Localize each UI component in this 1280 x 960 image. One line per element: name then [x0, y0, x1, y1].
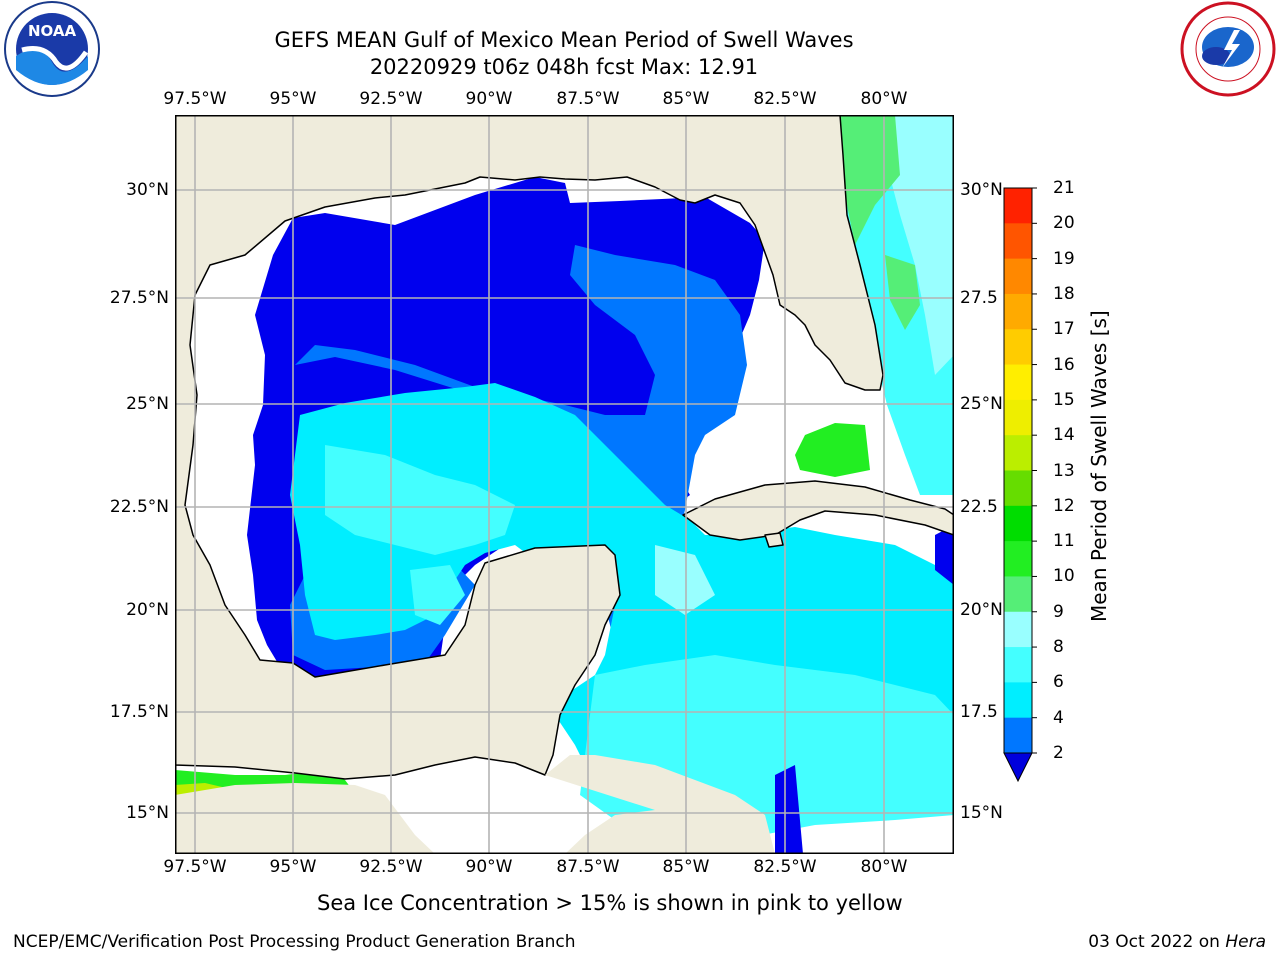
colorbar-level-label: 12: [1053, 495, 1075, 516]
lon-label-bottom: 95°W: [269, 857, 317, 877]
colorbar-bin: [1004, 364, 1032, 401]
colorbar-level-label: 9: [1053, 601, 1064, 622]
field-10-11s: [840, 115, 920, 330]
colorbar-bin: [1004, 470, 1032, 507]
colorbar-level-label: 21: [1053, 178, 1075, 198]
colorbar-bin: [1004, 717, 1032, 754]
colorbar-under-triangle: [1003, 752, 1033, 783]
chart-title: GEFS MEAN Gulf of Mexico Mean Period of …: [274, 28, 854, 52]
lon-label-bottom: 85°W: [662, 857, 710, 877]
colorbar-bin: [1004, 258, 1032, 295]
lon-label-bottom: 92.5°W: [359, 857, 423, 877]
colorbar-level-label: 10: [1053, 566, 1075, 587]
colorbar-bin: [1004, 505, 1032, 542]
colorbar-level-label: 13: [1053, 460, 1075, 481]
colorbar-level-label: 17: [1053, 319, 1075, 340]
lat-label-right: 15°N: [960, 803, 1003, 823]
lat-label-left: 25°N: [126, 394, 169, 414]
lat-label-right: 20°N: [960, 600, 1003, 620]
field-green-bahamas: [795, 423, 870, 477]
colorbar-level-label: 6: [1053, 672, 1064, 693]
map-panel: [174, 114, 955, 854]
colorbar-level-label: 8: [1053, 637, 1064, 658]
national-weather-service-logo: [1176, 0, 1280, 98]
lon-label-bottom: 90°W: [465, 857, 513, 877]
lat-label-right: 17.5: [960, 702, 998, 722]
colorbar-bin: [1004, 399, 1032, 436]
colorbar-bin: [1004, 223, 1032, 260]
colorbar-bin: [1004, 188, 1032, 224]
lat-label-left: 27.5°N: [109, 288, 169, 308]
lat-label-right: 25°N: [960, 394, 1003, 414]
colorbar-level-label: 18: [1053, 283, 1075, 304]
colorbar: [998, 180, 1038, 790]
footer-date: 03 Oct 2022 on Hera: [1088, 932, 1266, 952]
lat-label-left: 20°N: [126, 600, 169, 620]
colorbar-bin: [1004, 576, 1032, 613]
colorbar-level-label: 11: [1053, 531, 1075, 552]
lon-label-top: 85°W: [662, 89, 710, 109]
colorbar-bin: [1004, 293, 1032, 330]
field-9-10s: [655, 115, 954, 615]
colorbar-level-label: 16: [1053, 354, 1075, 375]
colorbar-bin: [1004, 611, 1032, 648]
colorbar-level-label: 19: [1053, 248, 1075, 269]
lat-label-left: 22.5°N: [109, 497, 169, 517]
map-frame: [175, 115, 954, 854]
footer-machine: Hera: [1225, 932, 1266, 952]
colorbar-level-label: 2: [1053, 743, 1064, 763]
colorbar-level-label: 4: [1053, 707, 1064, 728]
colorbar-level-label: 20: [1053, 213, 1075, 234]
noaa-logo-text: NOAA: [28, 22, 77, 40]
lat-label-right: 22.5: [960, 497, 998, 517]
lat-label-left: 15°N: [126, 803, 169, 823]
field-caribbean-se: [775, 525, 954, 854]
lon-label-top: 90°W: [465, 89, 513, 109]
land-central-america: [175, 755, 775, 854]
footer-credit: NCEP/EMC/Verification Post Processing Pr…: [13, 932, 576, 952]
sea-ice-note: Sea Ice Concentration > 15% is shown in …: [317, 891, 903, 915]
land-isla-juventud: [764, 532, 784, 548]
lon-label-top: 95°W: [269, 89, 317, 109]
colorbar-bin: [1004, 682, 1032, 719]
lon-label-bottom: 97.5°W: [163, 857, 227, 877]
lat-label-right: 30°N: [960, 180, 1003, 200]
lon-label-bottom: 87.5°W: [556, 857, 620, 877]
lat-label-left: 30°N: [126, 180, 169, 200]
colorbar-bin: [1004, 435, 1032, 471]
lon-label-bottom: 82.5°W: [753, 857, 817, 877]
chart-subtitle: 20220929 t06z 048h fcst Max: 12.91: [369, 55, 759, 79]
colorbar-bin: [1004, 647, 1032, 683]
lon-label-top: 97.5°W: [163, 89, 227, 109]
colorbar-bin: [1004, 329, 1032, 366]
noaa-logo: NOAA: [0, 0, 104, 98]
lon-label-top: 80°W: [860, 89, 908, 109]
lon-label-top: 87.5°W: [556, 89, 620, 109]
lon-label-top: 82.5°W: [753, 89, 817, 109]
lon-label-bottom: 80°W: [860, 857, 908, 877]
colorbar-level-label: 14: [1053, 425, 1075, 446]
footer-date-text: 03 Oct 2022 on: [1088, 932, 1226, 952]
field-8-9s: [325, 115, 954, 840]
colorbar-level-label: 15: [1053, 389, 1075, 410]
gridlines: [175, 115, 954, 854]
lat-label-left: 17.5°N: [109, 702, 169, 722]
lon-label-top: 92.5°W: [359, 89, 423, 109]
colorbar-bin: [1004, 541, 1032, 577]
lat-label-right: 27.5: [960, 288, 998, 308]
colorbar-title: Mean Period of Swell Waves [s]: [1087, 310, 1111, 622]
